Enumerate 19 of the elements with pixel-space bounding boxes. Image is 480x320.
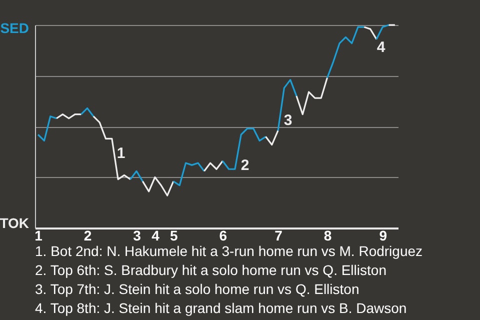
x-tick-label: 1 <box>34 228 43 244</box>
annotation: 4 <box>376 39 386 56</box>
x-tick-label: 9 <box>379 228 388 244</box>
text: 2. Top 6th: S. Bradbury hit a solo home run vs Q. Elliston <box>35 262 386 278</box>
annotation: 1 <box>116 145 126 162</box>
text: 4. Top 8th: J. Stein hit a grand slam home run vs B. Dawson <box>35 300 407 316</box>
annotation: 2 <box>240 157 250 174</box>
x-tick-label: 3 <box>133 228 142 244</box>
text: 1. Bot 2nd: N. Hakumele hit a 3-run home run vs M. Rodriguez <box>35 243 423 259</box>
x-tick-label: 7 <box>274 228 283 244</box>
text: TOK <box>0 215 29 231</box>
x-tick-label: 6 <box>219 228 228 244</box>
text: SED <box>0 20 29 36</box>
x-tick-label: 2 <box>84 228 92 244</box>
text: 3. Top 7th: J. Stein hit a solo home run vs Q. Elliston <box>35 281 360 297</box>
annotation: 3 <box>284 112 292 129</box>
x-tick-label: 5 <box>170 228 178 244</box>
x-tick-label: 4 <box>152 228 160 244</box>
x-tick-label: 8 <box>324 228 332 244</box>
